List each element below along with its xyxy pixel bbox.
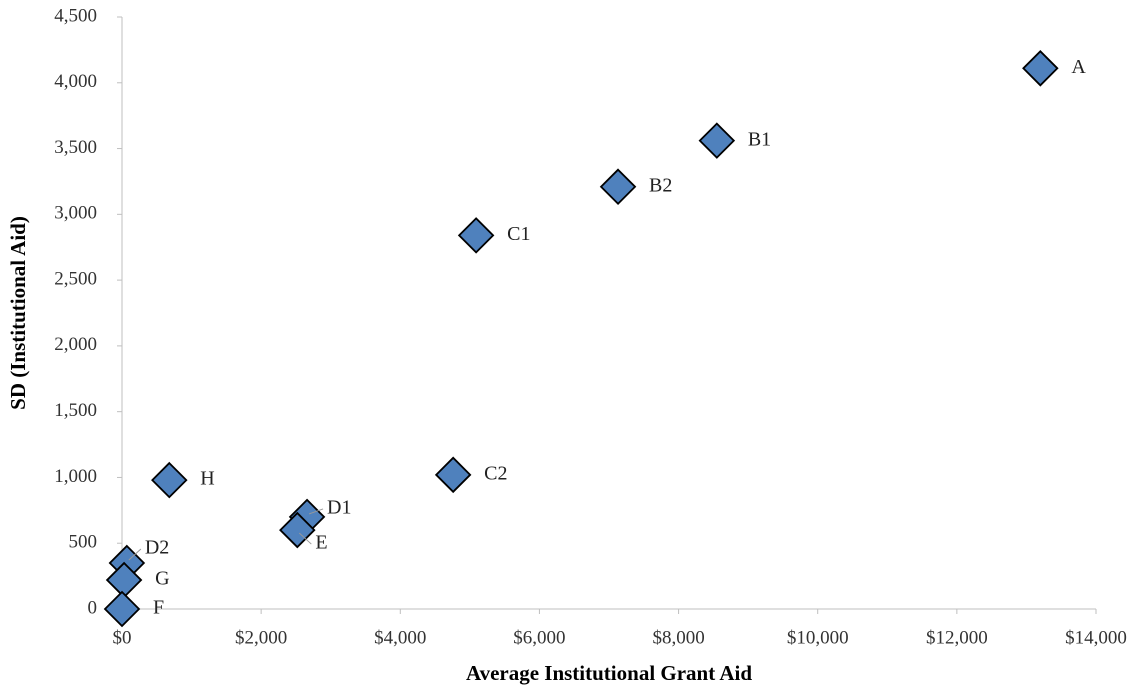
point-label: C1: [507, 223, 530, 245]
leader-line: [128, 548, 142, 561]
y-tick-label: 4,500: [54, 5, 97, 26]
point: [103, 590, 141, 628]
x-tick-label: $2,000: [235, 627, 287, 648]
point: [599, 168, 637, 205]
x-tick-label: $6,000: [513, 627, 565, 648]
y-tick-label: 3,000: [54, 203, 97, 224]
y-tick-label: 2,000: [54, 334, 97, 355]
point-label: G: [155, 568, 169, 590]
leader-line: [298, 532, 312, 545]
point-label: D1: [327, 497, 351, 519]
point: [151, 461, 188, 499]
y-tick-label: 500: [69, 532, 98, 553]
point-label: B2: [649, 174, 672, 196]
x-tick-label: $12,000: [926, 627, 988, 648]
point-label: F: [153, 597, 164, 619]
point-label: E: [315, 532, 327, 554]
y-axis-title: SD (Institutional Aid): [6, 216, 30, 410]
point: [1022, 50, 1059, 87]
x-tick-label: $0: [113, 627, 132, 648]
point: [279, 511, 316, 549]
x-axis-title: Average Institutional Grant Aid: [466, 661, 752, 685]
x-tick-label: $8,000: [652, 627, 704, 648]
y-tick-label: 4,000: [54, 71, 97, 92]
point: [698, 122, 736, 159]
y-tick-label: 1,000: [54, 466, 97, 487]
point-label: C2: [484, 462, 507, 484]
y-tick-label: 2,500: [54, 268, 97, 289]
point-label: B1: [748, 128, 771, 150]
y-tick-label: 0: [88, 597, 98, 618]
x-tick-label: $14,000: [1065, 627, 1127, 648]
leader-line: [308, 508, 324, 515]
point-label: D2: [145, 537, 169, 559]
y-tick-label: 1,500: [54, 400, 97, 421]
x-tick-label: $10,000: [787, 627, 849, 648]
point: [457, 217, 495, 254]
point: [434, 456, 472, 494]
point-label: H: [200, 468, 214, 490]
point-label: A: [1071, 56, 1086, 78]
x-tick-label: $4,000: [374, 627, 426, 648]
y-tick-label: 3,500: [54, 137, 97, 158]
